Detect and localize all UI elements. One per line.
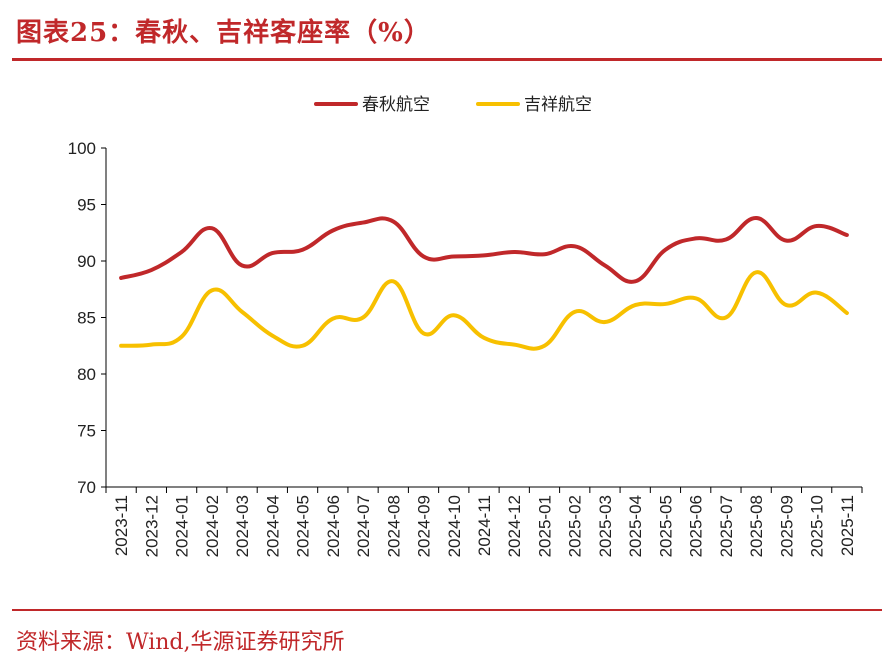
y-tick-label: 100 xyxy=(68,139,96,158)
x-tick-label: 2024-11 xyxy=(475,495,494,556)
x-tick-label: 2023-12 xyxy=(142,495,161,557)
axes: 70 75 80 85 90 95 100 2023-11 2023-12 2024-01 2024… xyxy=(68,139,863,557)
x-tick-label: 2024-05 xyxy=(294,495,313,557)
y-tick-label: 90 xyxy=(77,252,96,271)
footer-divider xyxy=(12,609,882,611)
x-tick-label: 2025-06 xyxy=(687,495,706,557)
y-tick-label: 95 xyxy=(77,196,96,215)
line-chart: 春秋航空 吉祥航空 70 75 80 85 90 95 100 2023-11 2023-12 20… xyxy=(68,95,863,557)
series-line-0 xyxy=(119,216,849,284)
x-tick-label: 2025-03 xyxy=(596,495,615,557)
y-tick-label: 80 xyxy=(77,365,96,384)
legend-label: 春秋航空 xyxy=(362,95,430,115)
x-tick-label: 2025-11 xyxy=(838,495,857,556)
source-note: 资料来源：Wind,华源证券研究所 xyxy=(16,630,345,655)
x-tick-label: 2025-01 xyxy=(535,495,554,557)
x-tick-label: 2024-04 xyxy=(263,495,282,557)
legend-label: 吉祥航空 xyxy=(524,95,592,115)
x-tick-label: 2025-08 xyxy=(747,495,766,557)
y-tick-label: 85 xyxy=(77,309,96,328)
x-tick-label: 2024-06 xyxy=(324,495,343,557)
x-tick-label: 2024-08 xyxy=(384,495,403,557)
series-line-1 xyxy=(119,270,849,351)
y-tick-label: 75 xyxy=(77,422,96,441)
x-tick-label: 2024-10 xyxy=(445,495,464,557)
x-tick-label: 2024-07 xyxy=(354,495,373,557)
x-tick-label: 2024-12 xyxy=(505,495,524,557)
title-divider xyxy=(12,58,882,61)
legend: 春秋航空 吉祥航空 xyxy=(314,95,592,115)
x-tick-label: 2024-03 xyxy=(233,495,252,557)
series-group xyxy=(119,216,849,351)
x-tick-label: 2025-09 xyxy=(777,495,796,557)
chart-title: 图表25：春秋、吉祥客座率（%） xyxy=(16,18,431,48)
x-tick-label: 2023-11 xyxy=(112,495,131,556)
y-tick-label: 70 xyxy=(77,478,96,497)
x-tick-label: 2024-09 xyxy=(415,495,434,557)
x-tick-label: 2025-02 xyxy=(566,495,585,557)
x-tick-label: 2025-10 xyxy=(808,495,827,557)
x-tick-label: 2025-07 xyxy=(717,495,736,557)
x-tick-label: 2025-05 xyxy=(656,495,675,557)
x-tick-label: 2024-02 xyxy=(203,495,222,557)
x-tick-label: 2024-01 xyxy=(173,495,192,557)
x-tick-label: 2025-04 xyxy=(626,495,645,557)
